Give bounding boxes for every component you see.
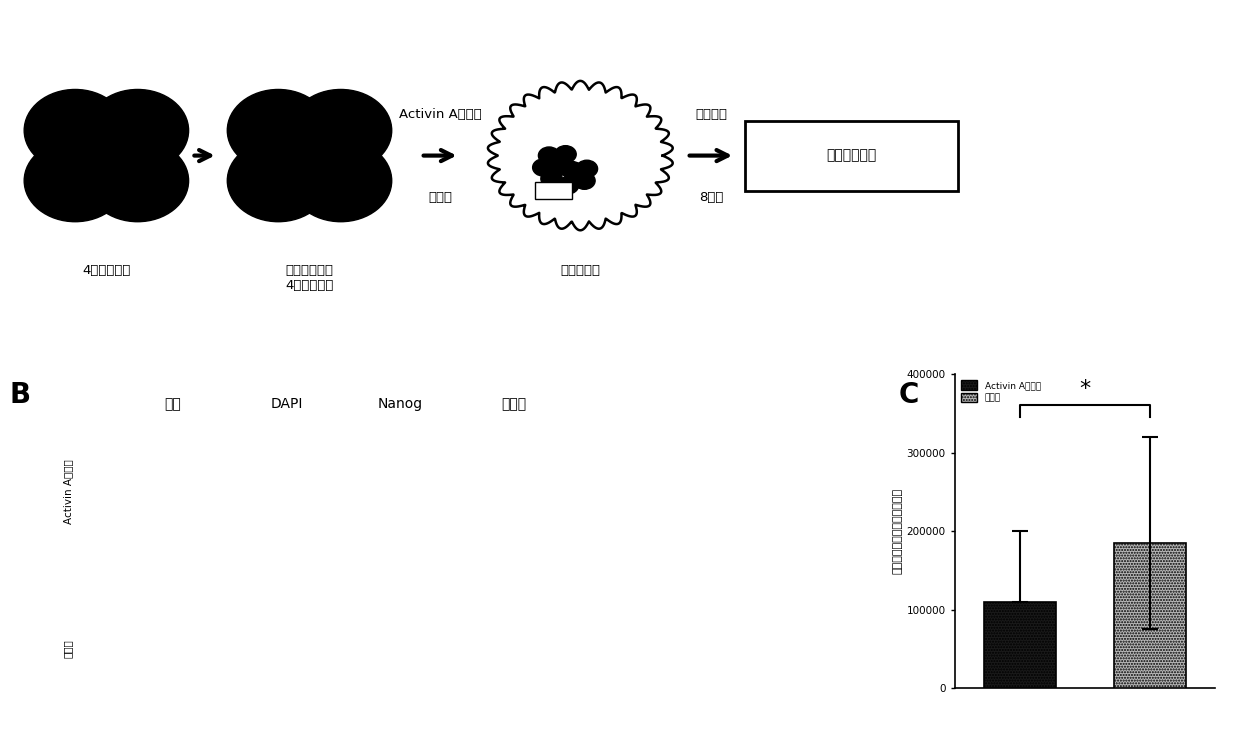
Circle shape bbox=[273, 126, 346, 186]
Circle shape bbox=[290, 140, 392, 221]
Bar bbox=[536, 182, 572, 198]
Legend: Activin A处理组, 对照组: Activin A处理组, 对照组 bbox=[960, 378, 1043, 404]
Text: 4细胞期胚胎: 4细胞期胚胎 bbox=[82, 265, 130, 278]
Circle shape bbox=[562, 162, 583, 179]
Y-axis label: 衍生物平均面积（平方微米）: 衍生物平均面积（平方微米） bbox=[893, 488, 903, 574]
Circle shape bbox=[25, 90, 126, 171]
Bar bbox=[985, 601, 1055, 688]
Point bbox=[162, 454, 182, 466]
Text: Activin A处理组: Activin A处理组 bbox=[63, 459, 73, 524]
Circle shape bbox=[574, 172, 595, 189]
Text: 接种胚胎: 接种胚胎 bbox=[694, 108, 727, 120]
Circle shape bbox=[87, 90, 188, 171]
FancyBboxPatch shape bbox=[745, 120, 957, 191]
Circle shape bbox=[538, 147, 559, 164]
Text: 明场: 明场 bbox=[165, 397, 181, 411]
Circle shape bbox=[227, 140, 330, 221]
Text: 囊胚期胚胎: 囊胚期胚胎 bbox=[560, 265, 600, 278]
Circle shape bbox=[290, 90, 392, 171]
Text: C: C bbox=[899, 381, 919, 408]
Circle shape bbox=[577, 160, 598, 177]
Text: 去除透明带的
4细胞期胚胎: 去除透明带的 4细胞期胚胎 bbox=[285, 265, 334, 292]
Text: *: * bbox=[1079, 379, 1091, 399]
Point bbox=[140, 474, 160, 486]
Text: 免疫荧光染色: 免疫荧光染色 bbox=[826, 149, 877, 162]
Circle shape bbox=[87, 140, 188, 221]
Text: 对照组: 对照组 bbox=[63, 640, 73, 658]
Text: 8天后: 8天后 bbox=[698, 191, 723, 203]
Text: 组合图: 组合图 bbox=[501, 397, 526, 411]
Text: B: B bbox=[9, 381, 31, 408]
Circle shape bbox=[547, 159, 568, 176]
Circle shape bbox=[227, 90, 330, 171]
Text: 对照组: 对照组 bbox=[428, 191, 453, 203]
Circle shape bbox=[25, 140, 126, 221]
Circle shape bbox=[533, 159, 554, 176]
Circle shape bbox=[69, 126, 144, 186]
Text: DAPI: DAPI bbox=[270, 397, 303, 411]
Circle shape bbox=[554, 146, 577, 163]
Bar bbox=[1115, 543, 1185, 688]
Circle shape bbox=[557, 177, 579, 194]
Text: Nanog: Nanog bbox=[377, 397, 423, 411]
Circle shape bbox=[541, 170, 562, 187]
Text: Activin A处理组: Activin A处理组 bbox=[399, 108, 481, 120]
